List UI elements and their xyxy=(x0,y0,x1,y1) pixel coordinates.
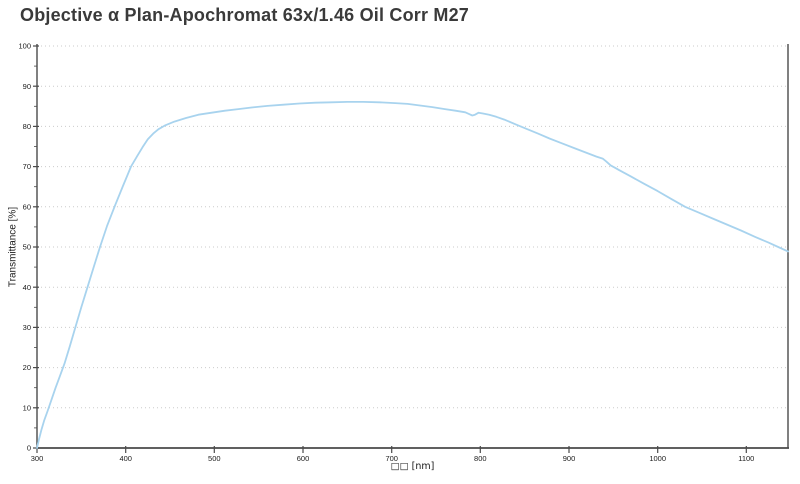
svg-text:100: 100 xyxy=(18,42,31,51)
y-axis-ticks: 0 10 20 30 40 50 60 70 80 90 100 xyxy=(18,42,39,453)
svg-text:800: 800 xyxy=(474,454,487,463)
svg-text:60: 60 xyxy=(23,202,31,211)
svg-text:1000: 1000 xyxy=(649,454,666,463)
chart-title: Objective α Plan-Apochromat 63x/1.46 Oil… xyxy=(20,5,470,25)
svg-text:700: 700 xyxy=(385,454,398,463)
svg-text:500: 500 xyxy=(208,454,221,463)
svg-text:0: 0 xyxy=(27,444,31,453)
plot-borders xyxy=(36,44,789,449)
svg-text:10: 10 xyxy=(23,403,31,412)
svg-text:900: 900 xyxy=(563,454,576,463)
transmittance-curve xyxy=(36,101,789,449)
svg-text:80: 80 xyxy=(23,122,31,131)
svg-text:400: 400 xyxy=(119,454,132,463)
svg-text:70: 70 xyxy=(23,162,31,171)
x-axis-ticks: 300 400 500 600 700 800 900 1000 1100 xyxy=(31,446,754,463)
svg-text:600: 600 xyxy=(297,454,310,463)
gridlines xyxy=(37,45,788,409)
x-axis-title: □□ [nm] xyxy=(390,461,435,472)
svg-text:30: 30 xyxy=(23,323,31,332)
svg-text:50: 50 xyxy=(23,243,31,252)
svg-text:300: 300 xyxy=(31,454,44,463)
svg-text:90: 90 xyxy=(23,82,31,91)
svg-text:40: 40 xyxy=(23,283,31,292)
svg-text:1100: 1100 xyxy=(738,454,754,463)
svg-text:20: 20 xyxy=(23,363,31,372)
